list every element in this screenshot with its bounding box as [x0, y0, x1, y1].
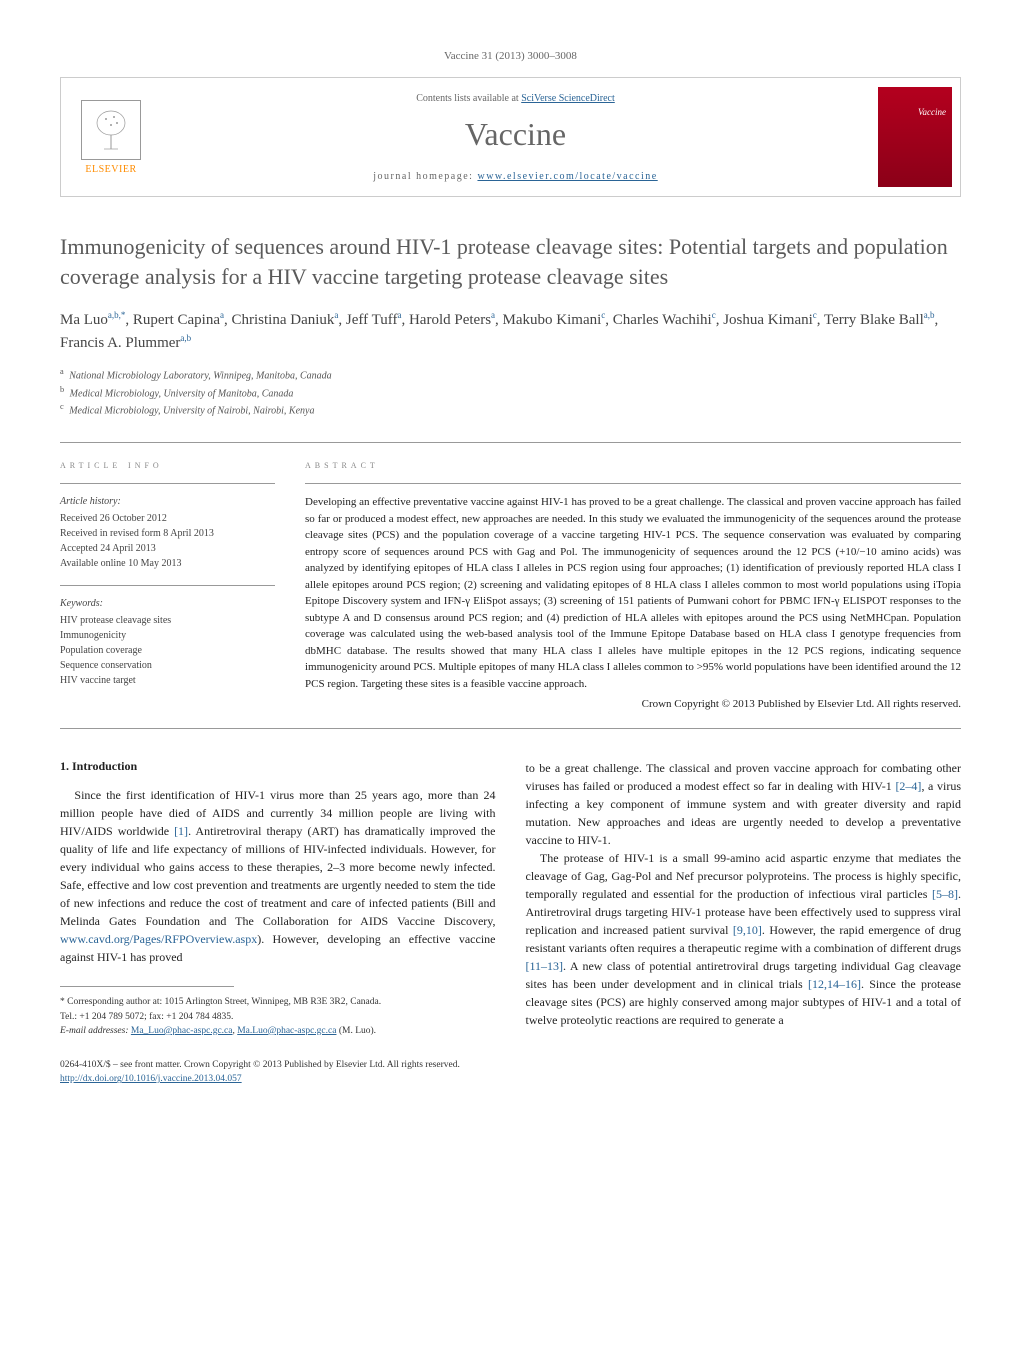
abstract-copyright: Crown Copyright © 2013 Published by Else… [305, 698, 961, 710]
journal-cover-thumb [870, 78, 960, 196]
footer-copyright: 0264-410X/$ – see front matter. Crown Co… [60, 1058, 961, 1072]
info-abstract-row: article info Article history: Received 2… [60, 442, 961, 729]
history-line: Received 26 October 2012 [60, 511, 275, 526]
fax: +1 204 784 4835. [166, 1012, 233, 1022]
sciencedirect-link[interactable]: SciVerse ScienceDirect [521, 93, 615, 104]
body-col-left: 1. Introduction Since the first identifi… [60, 759, 496, 1038]
body-paragraph: The protease of HIV-1 is a small 99-amin… [526, 849, 962, 1029]
journal-header-center: Contents lists available at SciVerse Sci… [161, 78, 870, 196]
publisher-name: ELSEVIER [85, 164, 136, 175]
abstract-text: Developing an effective preventative vac… [305, 494, 961, 692]
publisher-logo: ELSEVIER [61, 78, 161, 196]
running-citation: Vaccine 31 (2013) 3000–3008 [60, 50, 961, 62]
email-link[interactable]: Ma.Luo@phac-aspc.gc.ca [237, 1026, 336, 1036]
tel: +1 204 789 5072 [79, 1012, 144, 1022]
doi-link[interactable]: http://dx.doi.org/10.1016/j.vaccine.2013… [60, 1074, 242, 1084]
keywords-block: Keywords: HIV protease cleavage sites Im… [60, 596, 275, 688]
article-info-col: article info Article history: Received 2… [60, 459, 275, 710]
elsevier-tree-icon [81, 100, 141, 160]
abstract-heading: abstract [305, 459, 961, 471]
page-footer: 0264-410X/$ – see front matter. Crown Co… [60, 1058, 961, 1087]
authors-list: Ma Luoa,b,*, Rupert Capinaa, Christina D… [60, 309, 961, 354]
history-line: Received in revised form 8 April 2013 [60, 526, 275, 541]
body-paragraph: Since the first identification of HIV-1 … [60, 786, 496, 966]
history-line: Accepted 24 April 2013 [60, 541, 275, 556]
contents-prefix: Contents lists available at [416, 93, 521, 104]
affiliation-c: c Medical Microbiology, University of Na… [60, 401, 961, 418]
email-label: E-mail addresses: [60, 1026, 131, 1036]
tel-label: Tel.: [60, 1012, 79, 1022]
affiliations: a National Microbiology Laboratory, Winn… [60, 366, 961, 418]
fax-label: ; fax: [144, 1012, 166, 1022]
email-link[interactable]: Ma_Luo@phac-aspc.gc.ca [131, 1026, 233, 1036]
keyword: Sequence conservation [60, 658, 275, 673]
body-col-right: to be a great challenge. The classical a… [526, 759, 962, 1038]
journal-header: ELSEVIER Contents lists available at Sci… [60, 77, 961, 197]
body-two-column: 1. Introduction Since the first identifi… [60, 759, 961, 1038]
homepage-link[interactable]: www.elsevier.com/locate/vaccine [477, 171, 657, 182]
footnote-rule [60, 986, 234, 987]
affiliation-b: b Medical Microbiology, University of Ma… [60, 384, 961, 401]
abstract-col: abstract Developing an effective prevent… [305, 459, 961, 710]
keyword: HIV vaccine target [60, 673, 275, 688]
homepage-prefix: journal homepage: [373, 171, 477, 182]
corr-address: 1015 Arlington Street, Winnipeg, MB R3E … [164, 997, 381, 1007]
article-title: Immunogenicity of sequences around HIV-1… [60, 232, 961, 291]
article-info-heading: article info [60, 459, 275, 471]
corr-label: * Corresponding author at: [60, 997, 164, 1007]
journal-name: Vaccine [465, 116, 566, 153]
keywords-label: Keywords: [60, 596, 275, 611]
page: Vaccine 31 (2013) 3000–3008 ELSEVIER Con… [0, 0, 1021, 1127]
article-history-block: Article history: Received 26 October 201… [60, 494, 275, 571]
section-heading-intro: 1. Introduction [60, 759, 496, 774]
history-label: Article history: [60, 494, 275, 509]
keyword: Population coverage [60, 643, 275, 658]
contents-available-line: Contents lists available at SciVerse Sci… [416, 93, 615, 104]
corresponding-author-footnote: * Corresponding author at: 1015 Arlingto… [60, 995, 496, 1038]
homepage-line: journal homepage: www.elsevier.com/locat… [373, 171, 657, 182]
body-paragraph: to be a great challenge. The classical a… [526, 759, 962, 849]
affiliation-a: a National Microbiology Laboratory, Winn… [60, 366, 961, 383]
cover-image-icon [878, 87, 952, 187]
history-line: Available online 10 May 2013 [60, 556, 275, 571]
keyword: Immunogenicity [60, 628, 275, 643]
keyword: HIV protease cleavage sites [60, 613, 275, 628]
